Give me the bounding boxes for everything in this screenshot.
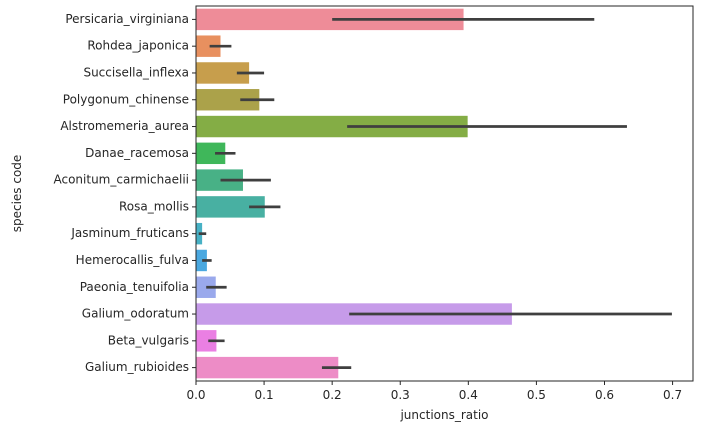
bar <box>196 8 464 31</box>
x-tick-label: 0.4 <box>459 388 478 402</box>
axes-layer <box>195 5 694 382</box>
y-axis-label: species code <box>10 155 24 233</box>
y-tick-label: Alstromemeria_aurea <box>60 119 189 133</box>
y-tick-label: Jasminum_fruticans <box>70 226 189 240</box>
bar <box>196 62 250 84</box>
bar <box>196 196 265 218</box>
x-tick-label: 0.7 <box>663 388 682 402</box>
error-bars-layer <box>198 18 672 369</box>
y-tick-label: Succisella_inflexa <box>83 65 189 79</box>
bar <box>196 115 468 138</box>
x-tick-label: 0.1 <box>255 388 274 402</box>
y-tick-label: Galium_odoratum <box>82 307 189 321</box>
plot-frame <box>195 5 694 382</box>
y-tick-label: Beta_vulgaris <box>108 333 189 347</box>
bar <box>196 142 226 165</box>
y-tick-label: Galium_rubioides <box>85 360 189 374</box>
x-tick-label: 0.3 <box>391 388 410 402</box>
bar <box>196 169 243 191</box>
y-tick-label: Rohdea_japonica <box>87 39 189 53</box>
x-ticks-layer: 0.0 0.1 0.2 0.3 0.4 0.5 0.6 0.7 <box>186 381 682 402</box>
y-ticks-layer: Persicaria_virginiana Rohdea_japonica Succ… <box>53 12 196 374</box>
x-axis-label: junctions_ratio <box>399 408 488 422</box>
bar <box>196 89 260 111</box>
bar <box>196 330 217 352</box>
y-tick-label: Rosa_mollis <box>119 199 189 213</box>
y-tick-label: Persicaria_virginiana <box>65 12 189 26</box>
x-tick-label: 0.6 <box>595 388 614 402</box>
x-tick-label: 0.2 <box>323 388 342 402</box>
bars-layer <box>196 8 512 379</box>
y-tick-label: Aconitum_carmichaelii <box>53 173 189 187</box>
bar <box>196 249 207 272</box>
y-tick-label: Paeonia_tenuifolia <box>80 280 189 294</box>
x-tick-label: 0.0 <box>186 388 205 402</box>
bar <box>196 356 339 379</box>
y-tick-label: Danae_racemosa <box>85 146 189 160</box>
y-tick-label: Hemerocallis_fulva <box>76 253 189 267</box>
x-tick-label: 0.5 <box>527 388 546 402</box>
bar <box>196 35 221 57</box>
y-tick-label: Polygonum_chinense <box>63 92 189 106</box>
bar <box>196 276 216 298</box>
